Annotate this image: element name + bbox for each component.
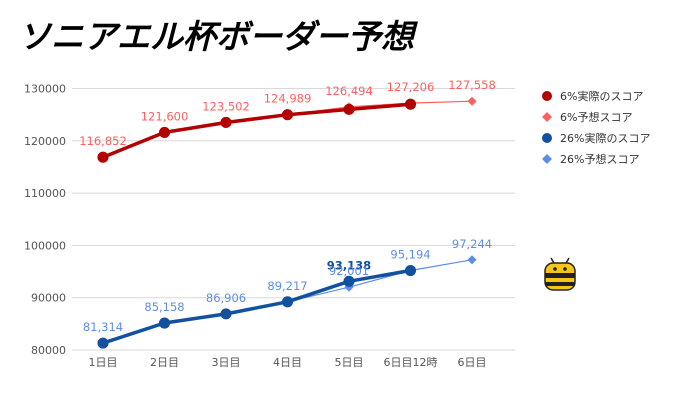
data-label: 127,558 [448,78,496,92]
data-point [158,126,171,138]
data-label: 121,600 [141,109,189,123]
data-point [220,308,232,320]
data-point [343,103,355,115]
data-label: 116,852 [79,134,127,148]
data-label: 81,314 [83,320,123,334]
y-tick-label: 120000 [24,135,66,148]
legend-label: 26%予想スコア [560,152,639,166]
x-tick-label: 5日目 [335,356,364,369]
data-point [404,98,417,110]
legend-label: 6%実際のスコア [560,89,643,103]
data-label: 93,138 [327,258,371,272]
data-label: 92,001 [329,264,369,278]
data-point [404,264,417,277]
y-tick-label: 90000 [31,292,66,305]
bee-icon [544,257,576,291]
data-point [97,337,109,349]
data-label: 86,906 [206,291,246,305]
data-label: 127,206 [387,80,435,94]
data-label: 95,194 [390,248,430,262]
data-point [281,296,294,308]
data-point [467,96,477,106]
series-line [102,268,411,345]
y-tick-label: 130000 [24,82,66,95]
x-tick-label: 3日目 [212,356,241,369]
x-tick-label: 2日目 [150,356,179,369]
y-tick-label: 80000 [31,344,66,357]
legend-marker [542,154,552,164]
data-point [467,255,477,265]
legend-marker [542,112,552,122]
y-tick-label: 110000 [24,187,66,200]
x-tick-label: 1日目 [89,356,118,369]
x-tick-label: 4日目 [273,356,302,369]
data-point [220,116,232,129]
y-tick-label: 100000 [24,239,66,252]
data-label: 97,244 [452,237,492,251]
data-point [343,275,355,287]
data-point [281,109,294,121]
chart-title: ソニアエル杯ボーダー予想 [18,17,414,56]
x-tick-label: 6日目 [458,356,487,369]
data-label: 85,158 [144,300,184,314]
data-point [158,317,171,329]
legend-label: 6%予想スコア [560,110,632,124]
data-point [97,151,109,163]
legend-marker [542,133,552,143]
x-tick-label: 6日目12時 [384,356,438,369]
data-label: 89,217 [267,279,307,293]
series-line [102,102,411,159]
data-label: 126,494 [325,84,373,98]
data-label: 124,989 [264,92,312,106]
legend-marker [542,91,552,101]
legend-label: 26%実際のスコア [560,131,650,145]
data-label: 123,502 [202,99,250,113]
